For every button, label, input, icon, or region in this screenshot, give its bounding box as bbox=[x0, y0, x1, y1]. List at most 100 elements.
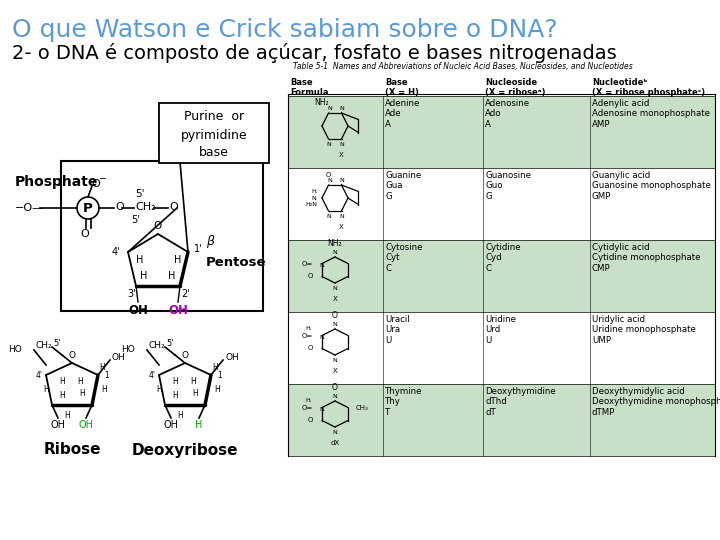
Text: N: N bbox=[320, 407, 325, 412]
Text: H: H bbox=[156, 386, 162, 395]
Text: H: H bbox=[79, 388, 85, 397]
Text: N: N bbox=[326, 213, 331, 219]
Text: CH₃: CH₃ bbox=[356, 404, 369, 410]
Text: Phosphate: Phosphate bbox=[15, 175, 99, 189]
Text: Purine  or: Purine or bbox=[184, 110, 244, 123]
Text: H.: H. bbox=[311, 189, 318, 194]
Text: 5': 5' bbox=[132, 215, 140, 225]
Text: β: β bbox=[206, 235, 214, 248]
Text: O: O bbox=[307, 273, 313, 280]
Text: Pentose: Pentose bbox=[206, 255, 266, 268]
Text: N: N bbox=[327, 106, 332, 111]
Text: NH₂: NH₂ bbox=[315, 98, 329, 107]
Text: O: O bbox=[68, 350, 76, 360]
Text: 1: 1 bbox=[217, 370, 222, 380]
Text: O: O bbox=[81, 229, 89, 239]
Text: Deoxythymidylic acid
Deoxythymidine monophosphate
dTMP: Deoxythymidylic acid Deoxythymidine mono… bbox=[592, 387, 720, 417]
Text: O: O bbox=[332, 383, 338, 393]
Text: 4': 4' bbox=[112, 247, 120, 257]
Text: Ribose: Ribose bbox=[43, 442, 101, 457]
Text: O=: O= bbox=[302, 333, 313, 339]
Text: O: O bbox=[332, 312, 338, 321]
Text: H: H bbox=[177, 410, 183, 420]
Text: OH: OH bbox=[163, 420, 179, 430]
Text: N: N bbox=[339, 141, 344, 146]
Text: P: P bbox=[83, 201, 93, 214]
Text: H: H bbox=[99, 362, 105, 372]
Text: Uracil
Ura
U: Uracil Ura U bbox=[385, 315, 410, 345]
FancyBboxPatch shape bbox=[159, 103, 269, 163]
Text: 1: 1 bbox=[104, 370, 109, 380]
Text: N: N bbox=[333, 286, 338, 291]
Text: Nucleoside
(X = riboseᵃ): Nucleoside (X = riboseᵃ) bbox=[485, 78, 546, 97]
Text: H.: H. bbox=[305, 397, 312, 402]
Text: 4': 4' bbox=[148, 370, 156, 380]
Text: O=: O= bbox=[302, 404, 313, 410]
Text: 2': 2' bbox=[181, 289, 190, 299]
Text: N: N bbox=[333, 429, 338, 435]
Text: 2- o DNA é composto de açúcar, fosfato e bases nitrogenadas: 2- o DNA é composto de açúcar, fosfato e… bbox=[12, 43, 617, 63]
Text: Deoxythymidine
dThd
dT: Deoxythymidine dThd dT bbox=[485, 387, 556, 417]
Text: Base
Formula: Base Formula bbox=[290, 78, 328, 97]
Text: X: X bbox=[339, 152, 344, 158]
Text: N: N bbox=[320, 263, 325, 268]
Text: X: X bbox=[333, 295, 338, 302]
Text: H: H bbox=[77, 377, 83, 387]
Text: Adenylic acid
Adenosine monophosphate
AMP: Adenylic acid Adenosine monophosphate AM… bbox=[592, 99, 710, 129]
Text: N: N bbox=[339, 179, 344, 184]
Text: Uridine
Urd
U: Uridine Urd U bbox=[485, 315, 516, 345]
Text: H: H bbox=[64, 410, 70, 420]
Bar bbox=[288, 384, 715, 456]
Text: 3': 3' bbox=[127, 289, 136, 299]
Text: H: H bbox=[43, 386, 49, 395]
Text: pyrimidine: pyrimidine bbox=[181, 129, 247, 141]
Text: 1': 1' bbox=[194, 244, 202, 254]
Text: 4': 4' bbox=[35, 370, 42, 380]
Text: base: base bbox=[199, 145, 229, 159]
Text: O: O bbox=[307, 417, 313, 423]
Text: H₂N: H₂N bbox=[305, 202, 318, 207]
Text: HO: HO bbox=[121, 346, 135, 354]
Text: N: N bbox=[326, 141, 331, 146]
Text: OH: OH bbox=[168, 303, 188, 316]
Text: Uridylic acid
Uridine monophosphate
UMP: Uridylic acid Uridine monophosphate UMP bbox=[592, 315, 696, 345]
Text: Nucleotideᵇ
(X = ribose phosphateᶜ): Nucleotideᵇ (X = ribose phosphateᶜ) bbox=[592, 78, 705, 97]
Text: NH₂: NH₂ bbox=[328, 240, 342, 248]
Text: H: H bbox=[59, 377, 65, 387]
Text: H: H bbox=[214, 386, 220, 395]
Text: H: H bbox=[195, 420, 203, 430]
Text: HO: HO bbox=[8, 346, 22, 354]
Text: O que Watson e Crick sabiam sobre o DNA?: O que Watson e Crick sabiam sobre o DNA? bbox=[12, 18, 557, 42]
Text: Guanine
Gua
G: Guanine Gua G bbox=[385, 171, 421, 201]
Text: N: N bbox=[333, 249, 338, 254]
Text: N: N bbox=[333, 321, 338, 327]
Text: OH: OH bbox=[50, 420, 66, 430]
Text: O: O bbox=[91, 179, 100, 189]
Text: Adenine
Ade
A: Adenine Ade A bbox=[385, 99, 420, 129]
Text: dX: dX bbox=[330, 440, 340, 445]
Text: Cytosine
Cyt
C: Cytosine Cyt C bbox=[385, 243, 423, 273]
Text: Guanylic acid
Guanosine monophosphate
GMP: Guanylic acid Guanosine monophosphate GM… bbox=[592, 171, 711, 201]
Text: Table 5-1  Names and Abbreviations of Nucleic Acid Bases, Nucleosides, and Nucle: Table 5-1 Names and Abbreviations of Nuc… bbox=[293, 62, 633, 71]
Text: N: N bbox=[333, 357, 338, 362]
Text: H: H bbox=[192, 388, 198, 397]
Text: Cytidylic acid
Cytidine monophosphate
CMP: Cytidylic acid Cytidine monophosphate CM… bbox=[592, 243, 701, 273]
Text: H: H bbox=[190, 377, 196, 387]
Text: Adenosine
Ado
A: Adenosine Ado A bbox=[485, 99, 530, 129]
Text: OH: OH bbox=[78, 420, 94, 430]
Text: N: N bbox=[339, 213, 344, 219]
Text: −O—: −O— bbox=[15, 203, 44, 213]
Text: 5': 5' bbox=[53, 339, 60, 348]
Text: O: O bbox=[307, 346, 313, 352]
Text: H: H bbox=[140, 271, 148, 281]
Text: N: N bbox=[327, 179, 332, 184]
Bar bbox=[288, 96, 715, 168]
Text: H: H bbox=[59, 390, 65, 400]
Text: O: O bbox=[169, 202, 178, 212]
Text: O: O bbox=[326, 172, 331, 178]
Text: O: O bbox=[154, 221, 162, 231]
Bar bbox=[288, 240, 715, 312]
Text: OH: OH bbox=[225, 353, 239, 361]
Text: H: H bbox=[172, 390, 178, 400]
Text: N: N bbox=[320, 335, 325, 340]
